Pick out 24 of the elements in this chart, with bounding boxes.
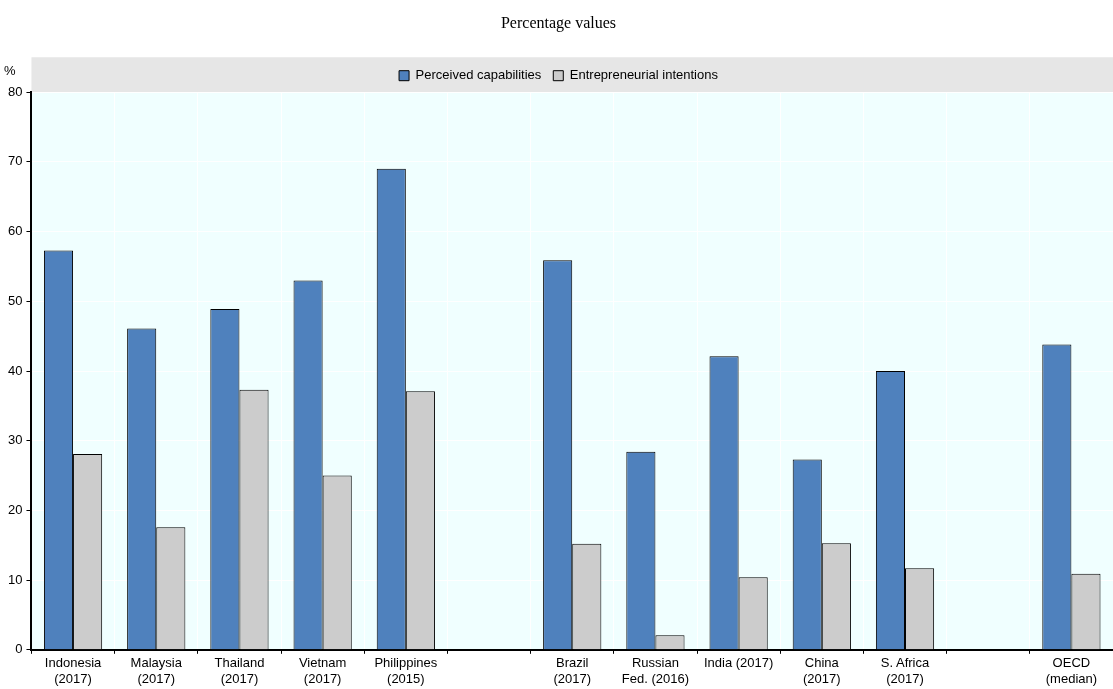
y-tick-label: 50 xyxy=(7,292,23,308)
y-tick-label: 30 xyxy=(7,432,23,448)
x-tick-label: Philippines (2015) xyxy=(374,655,438,686)
x-tick-label: China (2017) xyxy=(803,655,841,686)
y-tick-label: 10 xyxy=(7,571,23,587)
x-tick-label: Vietnam (2017) xyxy=(298,655,347,686)
x-tick-label: Russian Fed. (2016) xyxy=(621,655,690,686)
legend-label: Perceived capabilities xyxy=(415,67,542,83)
y-tick-label: 60 xyxy=(7,223,23,239)
x-tick-label: Indonesia (2017) xyxy=(44,655,103,686)
y-tick-label: 20 xyxy=(7,501,23,517)
y-axis-title: % xyxy=(4,63,16,79)
legend-label: Entrepreneurial intentions xyxy=(569,67,719,83)
y-tick-label: 40 xyxy=(7,362,23,378)
x-tick-label: Malaysia (2017) xyxy=(130,655,183,686)
y-tick-label: 80 xyxy=(7,83,23,99)
chart-title: Percentage values xyxy=(500,13,617,32)
y-tick-label: 0 xyxy=(15,641,23,657)
x-tick-label: OECD (median) xyxy=(1045,655,1098,686)
y-tick-label: 70 xyxy=(7,153,23,169)
x-tick-label: India (2017) xyxy=(703,655,774,671)
x-tick-label: Thailand (2017) xyxy=(214,655,265,686)
x-tick-label: S. Africa (2017) xyxy=(880,655,930,686)
x-tick-label: Brazil (2017) xyxy=(553,655,592,686)
